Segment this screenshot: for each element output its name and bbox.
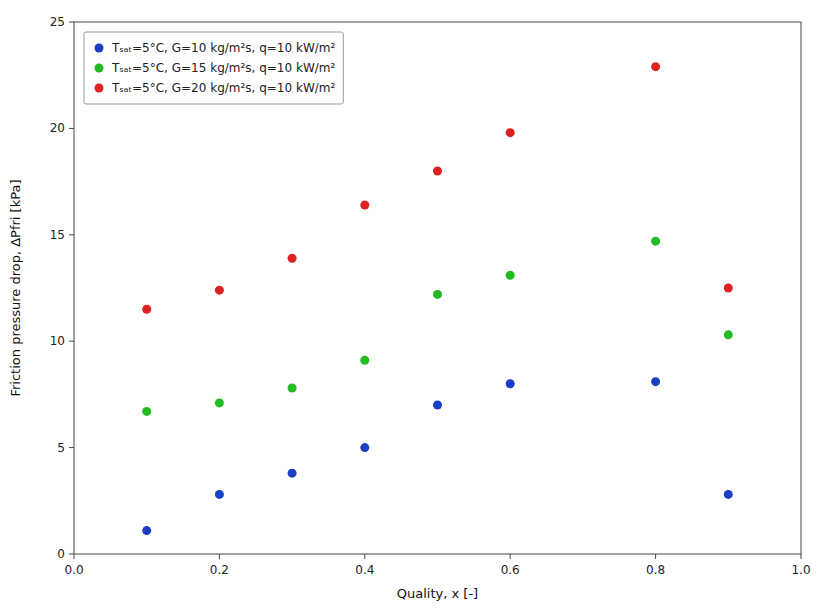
- point: [506, 128, 515, 137]
- point: [142, 305, 151, 314]
- legend-label: Tₛₐₜ=5°C, G=20 kg/m²s, q=10 kW/m²: [111, 81, 335, 95]
- x-tick-label: 0.6: [501, 563, 520, 577]
- y-axis-label: Friction pressure drop, ΔPfri [kPa]: [8, 179, 23, 396]
- point: [288, 384, 297, 393]
- legend-swatch: [95, 44, 104, 53]
- x-axis-label: Quality, x [-]: [397, 586, 478, 601]
- y-tick: [69, 234, 74, 235]
- x-tick: [219, 554, 220, 559]
- legend-swatch: [95, 84, 104, 93]
- y-axis: 0 5 10 15 20 25: [50, 15, 74, 561]
- point: [288, 254, 297, 263]
- y-tick-label: 20: [50, 121, 65, 135]
- background: [0, 0, 827, 612]
- x-tick: [74, 554, 75, 559]
- y-tick-label: 10: [50, 334, 65, 348]
- x-tick-label: 0.2: [210, 563, 229, 577]
- x-tick-label: 1.0: [791, 563, 810, 577]
- point: [651, 237, 660, 246]
- x-tick-label: 0.4: [355, 563, 374, 577]
- y-tick: [69, 22, 74, 23]
- series: [142, 237, 733, 416]
- x-tick: [510, 554, 511, 559]
- point: [651, 377, 660, 386]
- point: [506, 379, 515, 388]
- point: [433, 290, 442, 299]
- point: [142, 407, 151, 416]
- legend-label: Tₛₐₜ=5°C, G=15 kg/m²s, q=10 kW/m²: [111, 61, 335, 75]
- point: [433, 166, 442, 175]
- point: [215, 286, 224, 295]
- y-tick: [69, 554, 74, 555]
- x-tick: [364, 554, 365, 559]
- point: [724, 284, 733, 293]
- legend-label: Tₛₐₜ=5°C, G=10 kg/m²s, q=10 kW/m²: [111, 41, 335, 55]
- point: [288, 469, 297, 478]
- legend: Tₛₐₜ=5°C, G=10 kg/m²s, q=10 kW/m² Tₛₐₜ=5°…: [84, 32, 343, 104]
- chart: 0.0 0.2 0.4 0.6 0.8 1.0 0 5 10 15 20 25 Quality, x […: [0, 0, 827, 612]
- y-tick-label: 0: [57, 547, 65, 561]
- x-tick: [801, 554, 802, 559]
- y-tick: [69, 447, 74, 448]
- point: [142, 526, 151, 535]
- point: [215, 490, 224, 499]
- series: [142, 377, 733, 535]
- point: [506, 271, 515, 280]
- legend-box: [84, 32, 343, 104]
- legend-swatch: [95, 64, 104, 73]
- y-tick-label: 15: [50, 228, 65, 242]
- point: [360, 356, 369, 365]
- plot-frame: [74, 22, 801, 554]
- x-axis: 0.0 0.2 0.4 0.6 0.8 1.0: [64, 554, 810, 577]
- y-tick-label: 25: [50, 15, 65, 29]
- x-tick-label: 0.0: [64, 563, 83, 577]
- point: [724, 330, 733, 339]
- point: [724, 490, 733, 499]
- point: [215, 398, 224, 407]
- y-tick: [69, 128, 74, 129]
- data: [142, 62, 733, 535]
- y-tick: [69, 341, 74, 342]
- point: [360, 443, 369, 452]
- page: {"chart_data": { "type": "scatter", "xla…: [0, 0, 827, 612]
- point: [360, 201, 369, 210]
- y-tick-label: 5: [57, 441, 65, 455]
- x-tick: [655, 554, 656, 559]
- point: [433, 401, 442, 410]
- point: [651, 62, 660, 71]
- x-tick-label: 0.8: [646, 563, 665, 577]
